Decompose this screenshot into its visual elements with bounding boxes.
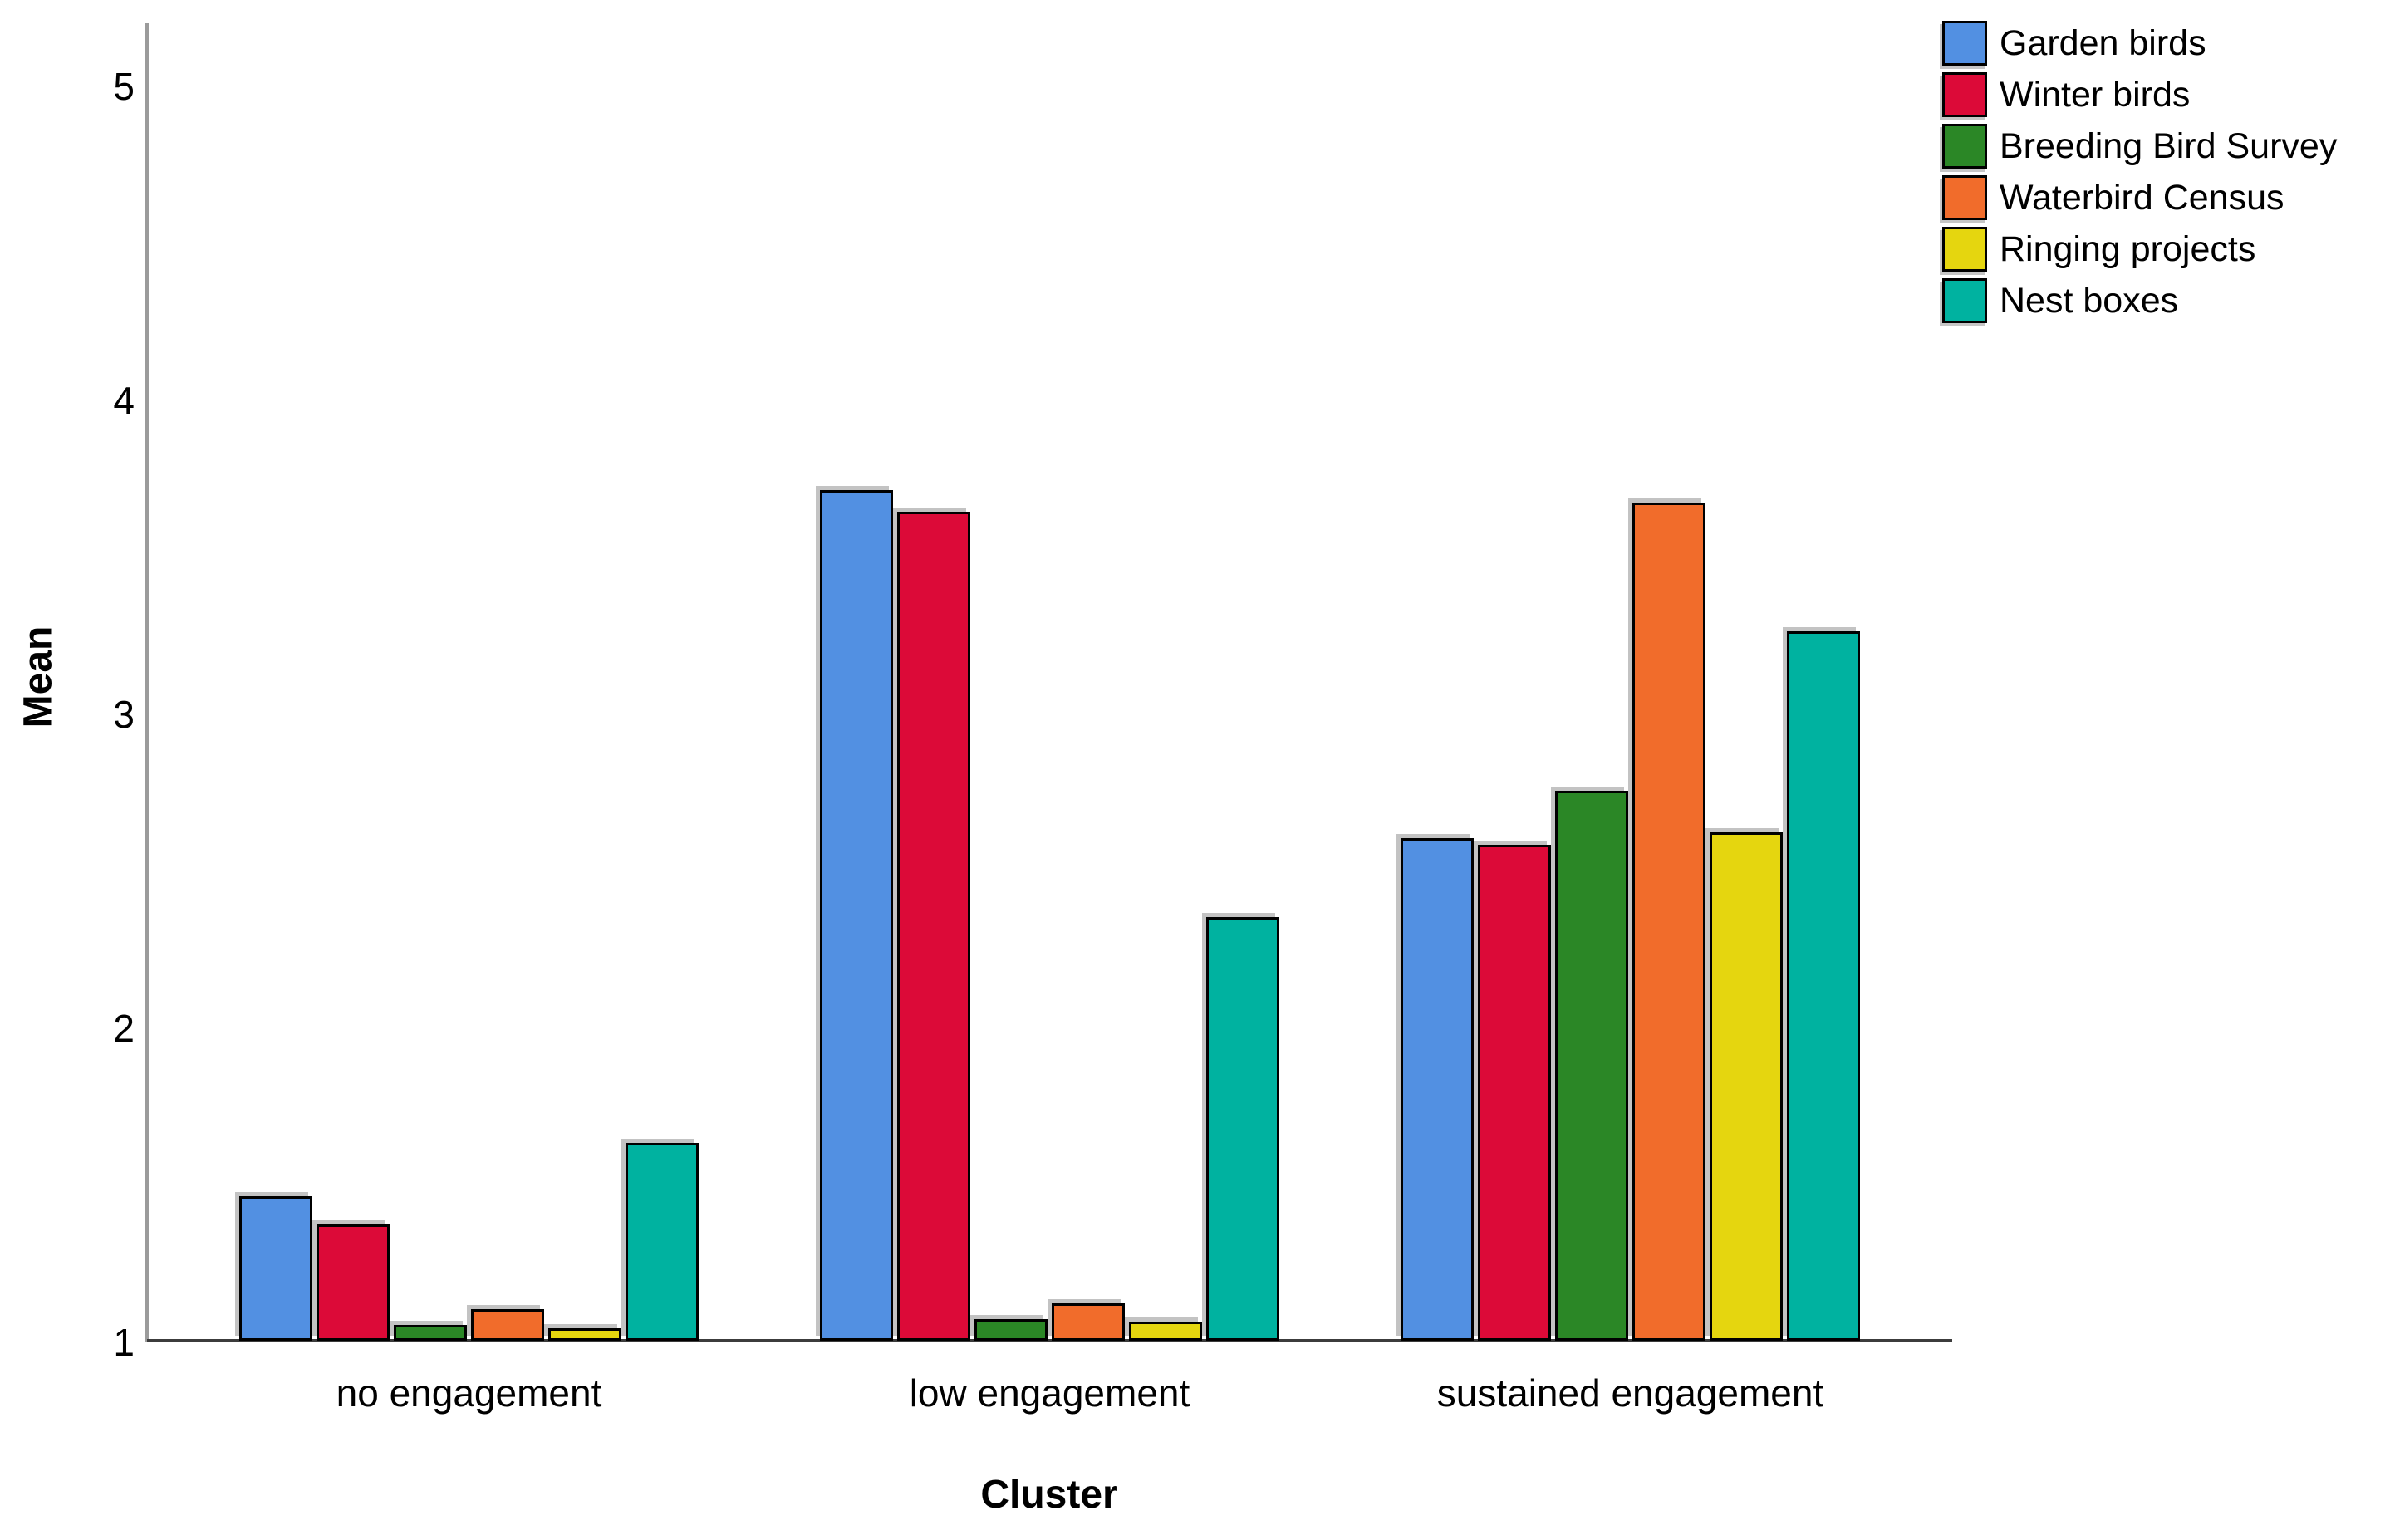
bar-nest-boxes xyxy=(1206,917,1279,1341)
bar-ringing-projects xyxy=(1129,1322,1202,1341)
legend-label: Breeding Bird Survey xyxy=(2000,126,2338,166)
bar-waterbird-census xyxy=(1632,503,1705,1341)
legend-item: Winter birds xyxy=(1942,71,2190,118)
legend-item: Nest boxes xyxy=(1942,277,2178,324)
y-tick-label: 4 xyxy=(113,379,135,422)
legend-label: Ringing projects xyxy=(2000,229,2256,269)
bar-garden-birds xyxy=(1401,838,1474,1341)
x-tick-label: sustained engagement xyxy=(1436,1371,1824,1415)
legend-item: Ringing projects xyxy=(1942,226,2255,272)
x-axis-line xyxy=(147,1339,1952,1342)
bar-nest-boxes xyxy=(626,1143,699,1341)
bar-breeding-bird-survey xyxy=(1555,791,1628,1341)
y-tick-label: 1 xyxy=(113,1321,135,1364)
legend-label: Winter birds xyxy=(2000,75,2191,115)
legend-item: Garden birds xyxy=(1942,20,2206,66)
legend-swatch-winter-birds xyxy=(1942,72,1987,117)
x-tick-label: low engagement xyxy=(909,1371,1190,1415)
y-tick-label: 2 xyxy=(113,1007,135,1050)
bar-waterbird-census xyxy=(471,1309,544,1341)
bar-garden-birds xyxy=(239,1196,312,1341)
legend-swatch-waterbird-census xyxy=(1942,175,1987,220)
bar-ringing-projects xyxy=(548,1328,621,1341)
bar-breeding-bird-survey xyxy=(394,1325,467,1341)
legend-swatch-ringing-projects xyxy=(1942,227,1987,272)
bar-winter-birds xyxy=(897,512,970,1341)
x-axis-title: Cluster xyxy=(980,1473,1118,1517)
legend-item: Breeding Bird Survey xyxy=(1942,123,2337,169)
legend-swatch-garden-birds xyxy=(1942,21,1987,66)
x-tick-label: no engagement xyxy=(336,1371,602,1415)
y-tick-label: 5 xyxy=(113,65,135,108)
y-tick-label: 3 xyxy=(113,693,135,736)
legend-label: Waterbird Census xyxy=(2000,178,2284,218)
legend-label: Garden birds xyxy=(2000,23,2206,63)
bar-breeding-bird-survey xyxy=(974,1319,1048,1341)
bar-ringing-projects xyxy=(1710,832,1783,1341)
bar-nest-boxes xyxy=(1787,631,1860,1341)
y-axis-line xyxy=(145,23,149,1342)
bar-winter-birds xyxy=(317,1224,390,1341)
bar-garden-birds xyxy=(820,490,893,1341)
y-axis-title: Mean xyxy=(16,625,61,728)
legend-label: Nest boxes xyxy=(2000,281,2179,321)
legend-item: Waterbird Census xyxy=(1942,174,2284,221)
legend-swatch-nest-boxes xyxy=(1942,278,1987,323)
bar-waterbird-census xyxy=(1052,1303,1125,1341)
legend-swatch-breeding-bird-survey xyxy=(1942,124,1987,169)
bar-winter-birds xyxy=(1478,845,1551,1341)
